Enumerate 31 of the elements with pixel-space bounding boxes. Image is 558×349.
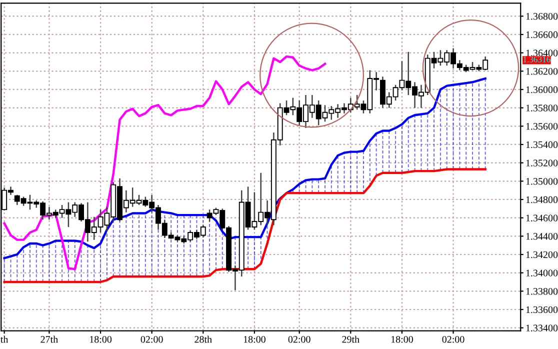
x-tick-label: 28th [194, 336, 212, 343]
y-tick-label: 1.36200 [526, 68, 558, 75]
x-tick-label: 18:00 [391, 336, 413, 343]
line-series [3, 168, 486, 284]
y-tick-label: 1.36600 [526, 31, 558, 38]
x-tick-label: 02:00 [442, 336, 464, 343]
y-tick-label: 1.34800 [526, 196, 558, 204]
x-tick-label: th [0, 336, 8, 343]
x-tick-label: 18:00 [244, 336, 266, 343]
y-tick-label: 1.34400 [526, 232, 558, 240]
x-tick-label: 02:00 [140, 336, 163, 343]
y-tick-label: 1.34600 [526, 214, 558, 222]
y-tick-label: 1.35200 [526, 160, 558, 166]
x-tick-label: 27th [40, 336, 58, 343]
y-tick-label: 1.34200 [526, 251, 558, 258]
y-tick-label: 1.33400 [526, 324, 558, 332]
line-series [3, 55, 326, 270]
y-tick-label: 1.35400 [526, 141, 558, 148]
y-tick-label: 1.36800 [526, 12, 558, 20]
y-tick-label: 1.36400 [526, 50, 558, 56]
y-tick-label: 1.33600 [526, 306, 558, 314]
x-tick-label: 18:00 [90, 336, 112, 343]
y-tick-label: 1.33800 [526, 288, 558, 295]
x-tick-label: 02:00 [288, 336, 310, 343]
x-tick-label: 29th [342, 336, 360, 343]
y-tick-label: 1.36000 [526, 86, 558, 94]
y-tick-label: 1.35000 [526, 178, 558, 185]
y-tick-label: 1.35800 [526, 104, 558, 112]
y-tick-label: 1.34000 [526, 270, 558, 276]
text: 1.36316 [523, 56, 550, 62]
y-tick-label: 1.35600 [526, 122, 558, 130]
